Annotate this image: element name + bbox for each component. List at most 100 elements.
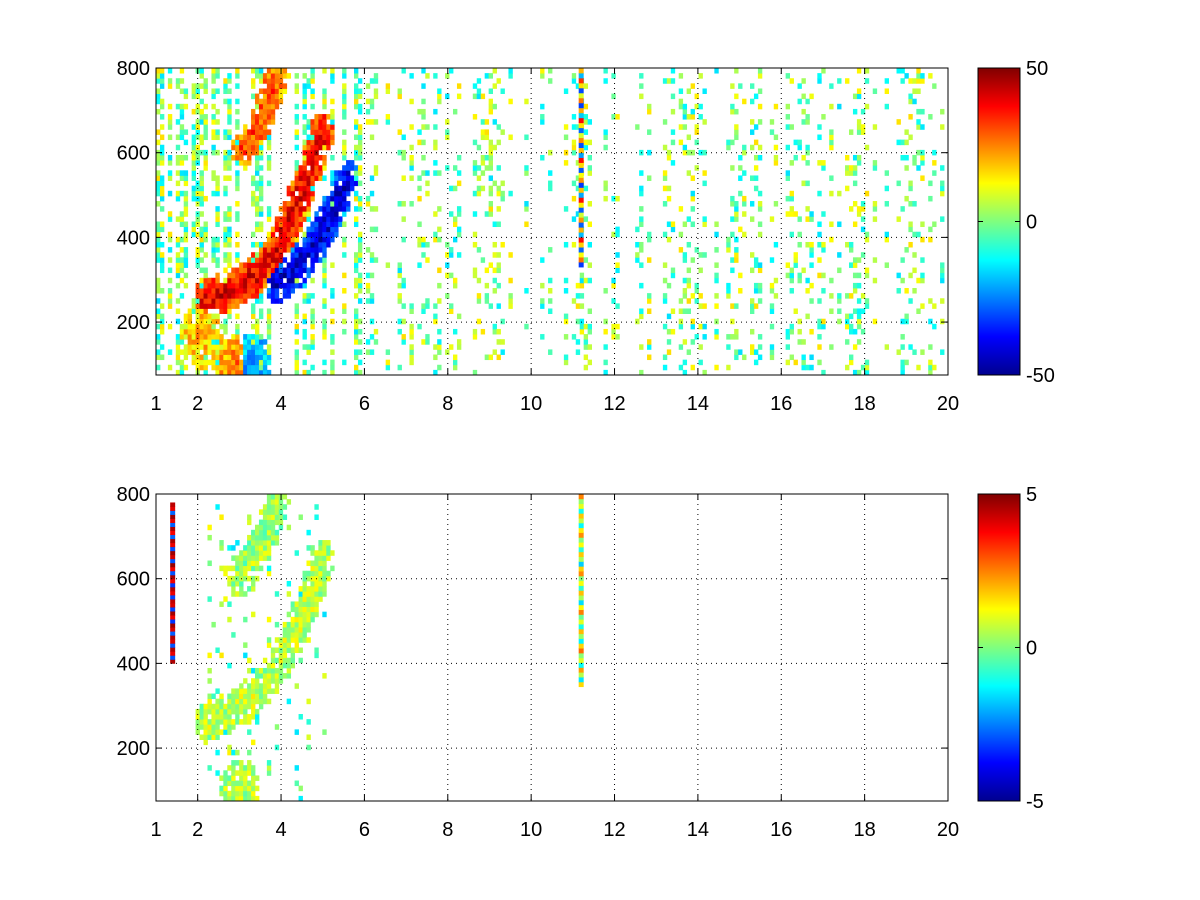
heatmap-cell <box>900 359 905 366</box>
heatmap-cell <box>730 334 735 340</box>
heatmap-cell <box>326 550 331 556</box>
heatmap-cell <box>322 303 327 309</box>
heatmap-cell <box>223 185 228 192</box>
heatmap-cell <box>548 288 553 294</box>
heatmap-cell <box>306 621 311 628</box>
heatmap-cell <box>920 236 925 243</box>
heatmap-cell <box>856 124 862 130</box>
heatmap-cell <box>219 282 224 289</box>
heatmap-cell <box>258 293 264 299</box>
heatmap-cell <box>730 231 735 238</box>
heatmap-cell <box>278 257 284 263</box>
heatmap-cell <box>199 201 204 207</box>
heatmap-cell <box>314 596 319 602</box>
heatmap-cell <box>239 708 244 715</box>
heatmap-cell <box>266 73 272 79</box>
heatmap-cell <box>670 68 676 74</box>
heatmap-cell <box>578 112 584 119</box>
heatmap-cell <box>187 323 193 330</box>
heatmap-cell <box>255 560 260 567</box>
heatmap-cell <box>397 129 402 135</box>
y-tick-label: 200 <box>117 738 150 760</box>
heatmap-cell <box>278 236 284 243</box>
heatmap-cell <box>603 359 608 366</box>
heatmap-cell <box>191 134 196 141</box>
heatmap-cell <box>175 160 181 166</box>
heatmap-cell <box>223 349 228 355</box>
heatmap-cell <box>243 698 248 705</box>
heatmap-cell <box>785 144 790 151</box>
heatmap-cell <box>809 247 814 253</box>
heatmap-cell <box>860 216 866 222</box>
heatmap-cell <box>734 334 739 340</box>
heatmap-cell <box>215 190 220 197</box>
heatmap-cell <box>314 124 319 130</box>
heatmap-cell <box>156 88 161 94</box>
heatmap-cell <box>266 698 272 705</box>
heatmap-cell <box>369 318 375 325</box>
heatmap-cell <box>318 555 323 561</box>
heatmap-cell <box>211 298 216 304</box>
heatmap-cell <box>583 129 589 135</box>
heatmap-cell <box>270 509 276 515</box>
heatmap-cell <box>587 344 592 350</box>
heatmap-cell <box>401 134 406 141</box>
heatmap-cell <box>203 349 208 355</box>
heatmap-cell <box>397 318 402 325</box>
heatmap-cell <box>579 303 585 309</box>
heatmap-cell <box>211 68 216 74</box>
heatmap-cell <box>809 241 814 248</box>
heatmap-cell <box>472 231 478 238</box>
heatmap-cell <box>159 149 165 156</box>
heatmap-cell <box>266 642 272 648</box>
heatmap-cell <box>258 334 264 340</box>
heatmap-cell <box>821 323 826 330</box>
heatmap-cell <box>500 349 505 355</box>
heatmap-cell <box>203 719 208 725</box>
heatmap-cell <box>425 257 430 263</box>
heatmap-cell <box>286 241 292 248</box>
heatmap-cell <box>282 221 288 228</box>
heatmap-cell <box>203 334 208 340</box>
heatmap-cell <box>270 247 276 253</box>
heatmap-cell <box>170 566 176 572</box>
heatmap-cell <box>484 129 490 135</box>
heatmap-cell <box>373 88 379 94</box>
heatmap-cell <box>219 565 224 572</box>
heatmap-cell <box>714 272 719 279</box>
heatmap-cell <box>884 201 889 207</box>
heatmap-cell <box>829 175 834 181</box>
heatmap-cell <box>578 595 584 601</box>
heatmap-cell <box>540 257 545 263</box>
heatmap-cell <box>211 73 216 79</box>
heatmap-cell <box>183 262 189 268</box>
heatmap-cell <box>191 144 196 151</box>
heatmap-cell <box>326 570 331 577</box>
heatmap-cell <box>310 262 315 268</box>
heatmap-cell <box>266 765 272 771</box>
heatmap-cell <box>302 175 307 181</box>
heatmap-cell <box>278 673 284 679</box>
heatmap-cell <box>369 334 375 340</box>
heatmap-cell <box>742 231 747 238</box>
heatmap-cell <box>330 134 335 141</box>
heatmap-cell <box>227 349 232 355</box>
heatmap-cell <box>578 68 584 74</box>
heatmap-cell <box>302 206 307 212</box>
heatmap-cell <box>662 144 668 151</box>
heatmap-cell <box>916 78 921 84</box>
heatmap-cell <box>255 185 260 192</box>
heatmap-cell <box>255 277 260 284</box>
heatmap-cell <box>199 364 204 371</box>
heatmap-cell <box>266 272 272 279</box>
heatmap-cell <box>338 206 343 212</box>
heatmap-cell <box>278 662 284 669</box>
heatmap-cell <box>563 334 569 340</box>
heatmap-cell <box>223 190 228 197</box>
heatmap-cell <box>183 323 189 330</box>
heatmap-cell <box>179 262 185 268</box>
heatmap-cell <box>694 334 699 340</box>
heatmap-cell <box>231 545 236 551</box>
heatmap-cell <box>508 68 513 74</box>
